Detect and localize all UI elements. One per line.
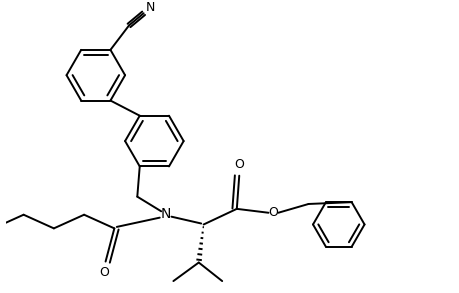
Text: O: O (235, 159, 244, 171)
Text: N: N (160, 207, 171, 221)
Text: O: O (269, 206, 278, 219)
Text: O: O (100, 266, 110, 279)
Text: N: N (146, 1, 155, 14)
